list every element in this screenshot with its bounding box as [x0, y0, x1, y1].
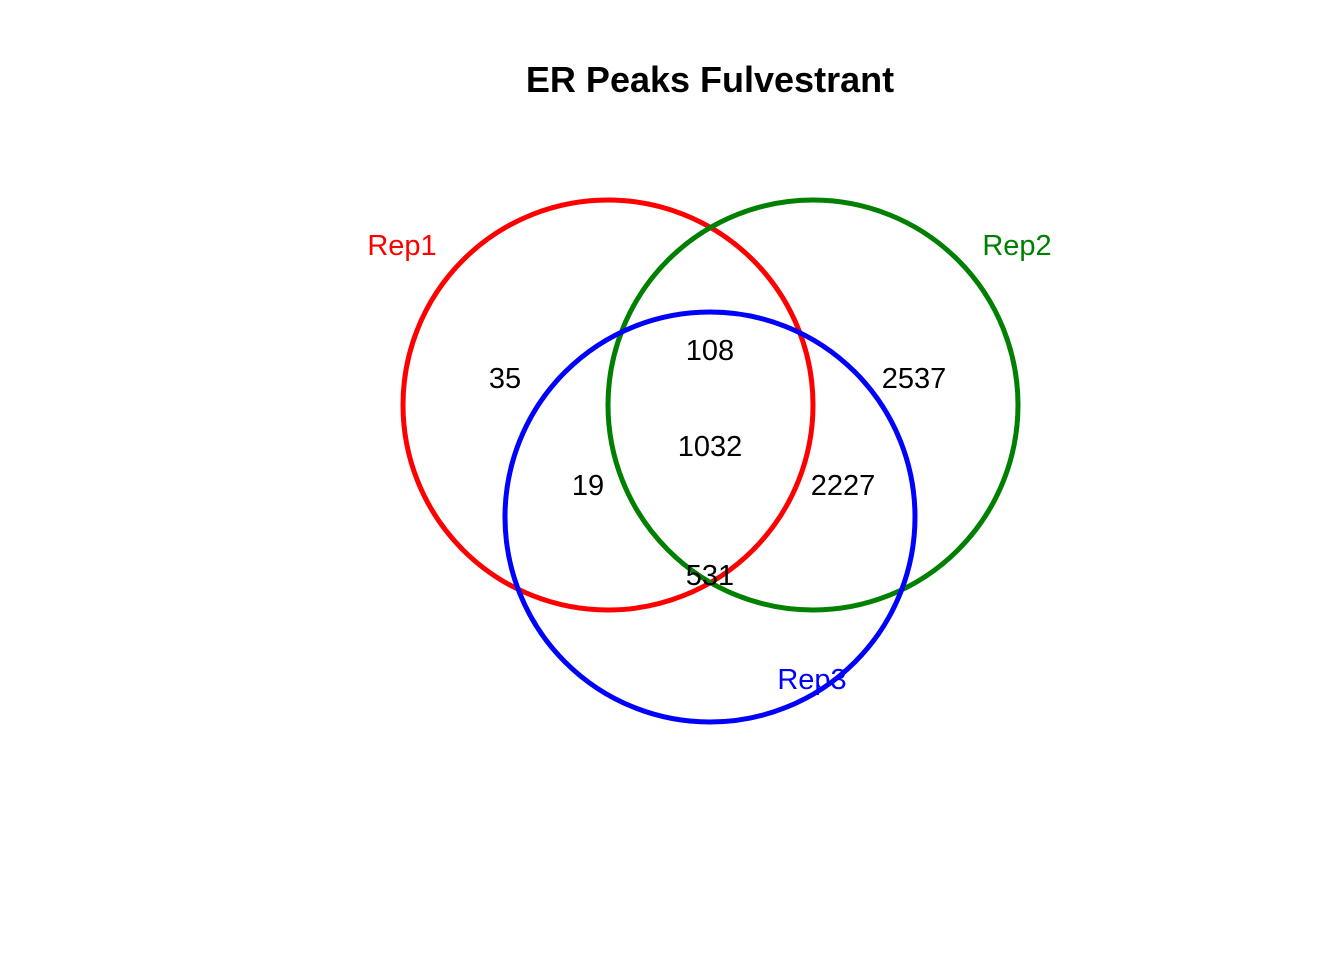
rep3-label: Rep3 [777, 664, 846, 696]
rep1-circle [400, 197, 816, 613]
rep2-circle [605, 197, 1021, 613]
count-rep3-only: 531 [686, 560, 734, 592]
rep1-label: Rep1 [367, 230, 436, 262]
diagram-title: ER Peaks Fulvestrant [526, 59, 894, 100]
count-rep1-only: 35 [489, 363, 521, 395]
count-rep1-rep3: 19 [572, 470, 604, 502]
count-rep2-only: 2537 [882, 363, 947, 395]
count-rep2-rep3: 2227 [811, 470, 876, 502]
rep2-label: Rep2 [982, 230, 1051, 262]
count-rep1-rep2: 108 [686, 335, 734, 367]
count-all-three: 1032 [678, 431, 743, 463]
rep3-circle [502, 309, 918, 725]
